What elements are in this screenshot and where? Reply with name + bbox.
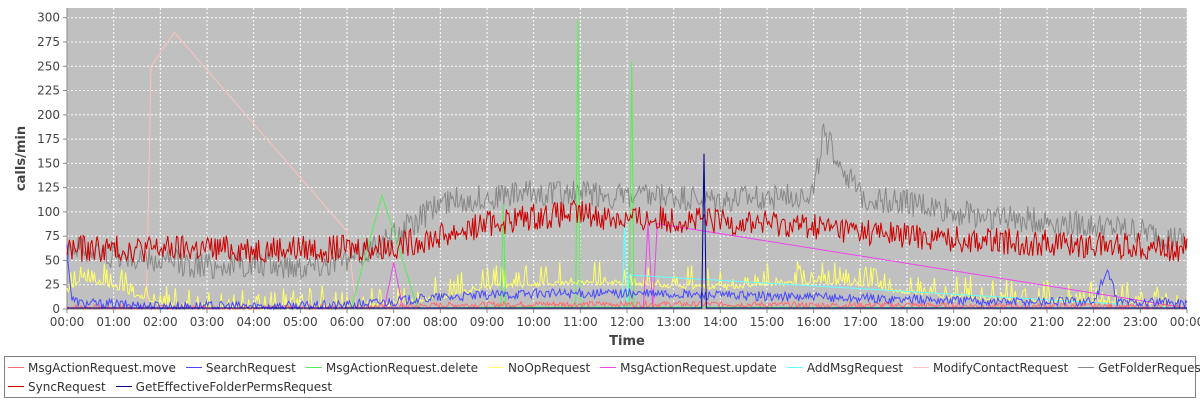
x-tick-label: 07:00	[376, 315, 411, 329]
x-tick-label: 02:00	[143, 315, 178, 329]
legend-item: MsgActionRequest.move	[8, 361, 176, 375]
y-tick-label: 175	[37, 132, 60, 146]
x-tick-label: 08:00	[423, 315, 458, 329]
series-line	[66, 243, 1188, 311]
x-tick-label: 23:00	[1123, 315, 1158, 329]
legend-label: SyncRequest	[28, 379, 106, 394]
legend-item: GetFolderRequest	[1078, 361, 1200, 375]
legend-label: ModifyContactRequest	[933, 360, 1069, 375]
series-line	[67, 153, 1187, 309]
legend-swatch	[1078, 367, 1095, 368]
x-tick-label: 00:00	[50, 315, 85, 329]
legend-swatch	[185, 367, 202, 368]
line-chart: 0 25 50 75 100 125 150 175 200 225 250 275 300 00:00 0…	[14, 8, 1200, 349]
y-tick-label: 125	[37, 181, 60, 195]
legend-label: MsgActionRequest.move	[28, 360, 176, 375]
x-tick-label: 19:00	[936, 315, 971, 329]
y-tick-label: 75	[45, 229, 60, 243]
legend-item: SearchRequest	[185, 360, 296, 375]
x-tick-label: 01:00	[96, 315, 131, 329]
x-tick-label: 04:00	[236, 315, 271, 329]
legend-item: GetEffectiveFolderPermsRequest	[115, 379, 333, 394]
x-axis-title: Time	[609, 334, 645, 349]
y-tick-label: 100	[37, 205, 60, 219]
legend: MsgActionRequest.move SearchRequest MsgAct…	[4, 356, 1200, 398]
x-tick-label: 12:00	[610, 315, 645, 329]
x-tick-label: 06:00	[330, 315, 365, 329]
x-tick-label: 21:00	[1030, 315, 1065, 329]
series-line	[67, 19, 1188, 309]
legend-swatch	[115, 386, 132, 387]
x-tick-label: 15:00	[750, 315, 785, 329]
legend-swatch	[786, 367, 803, 368]
series-line	[66, 199, 1188, 264]
x-tick-label: 20:00	[983, 315, 1018, 329]
legend-swatch	[8, 367, 24, 368]
legend-item: MsgActionRequest.update	[600, 361, 777, 375]
legend-row: SyncRequest GetEffectiveFolderPermsReques…	[8, 377, 1195, 396]
legend-row: MsgActionRequest.move SearchRequest MsgAct…	[8, 358, 1200, 377]
legend-item: NoOpRequest	[488, 361, 590, 375]
legend-swatch	[488, 367, 505, 368]
series-line	[66, 123, 1188, 281]
y-tick-label: 50	[45, 253, 60, 267]
legend-label: SearchRequest	[205, 360, 296, 375]
series-line	[66, 299, 1188, 311]
legend-item: ModifyContactRequest	[913, 361, 1068, 375]
y-tick-label: 275	[37, 35, 60, 49]
legend-label: AddMsgRequest	[806, 360, 904, 375]
x-tick-label: 10:00	[516, 315, 551, 329]
legend-item: MsgActionRequest.delete	[305, 360, 479, 375]
legend-label: GetEffectiveFolderPermsRequest	[135, 379, 333, 394]
legend-label: GetFolderRequest	[1098, 360, 1200, 375]
y-axis-title: calls/min	[14, 126, 29, 191]
x-tick-label: 05:00	[283, 315, 318, 329]
x-tick-label: 16:00	[796, 315, 831, 329]
legend-swatch	[305, 367, 322, 368]
legend-item: AddMsgRequest	[786, 360, 904, 375]
x-tick-label: 14:00	[703, 315, 738, 329]
x-tick-label: 22:00	[1076, 315, 1111, 329]
y-tick-label: 150	[37, 156, 60, 170]
x-tick-label: 17:00	[843, 315, 878, 329]
y-tick-label: 0	[52, 302, 60, 316]
legend-label: NoOpRequest	[508, 360, 591, 375]
y-tick-label: 200	[37, 108, 60, 122]
y-tick-label: 250	[37, 59, 60, 73]
y-tick-label: 225	[37, 84, 60, 98]
legend-swatch	[913, 367, 930, 368]
x-tick-label: 13:00	[656, 315, 691, 329]
x-tick-label: 11:00	[563, 315, 598, 329]
legend-item: SyncRequest	[8, 380, 106, 394]
x-tick-label: 18:00	[890, 315, 925, 329]
legend-label: MsgActionRequest.delete	[325, 360, 479, 375]
x-tick-label: 09:00	[470, 315, 505, 329]
y-tick-label: 25	[45, 278, 60, 292]
y-tick-label: 300	[37, 11, 60, 25]
legend-swatch	[600, 367, 617, 368]
legend-swatch	[8, 386, 24, 387]
legend-label: MsgActionRequest.update	[620, 360, 777, 375]
x-tick-label: 00:00	[1170, 315, 1200, 329]
x-tick-label: 03:00	[190, 315, 225, 329]
